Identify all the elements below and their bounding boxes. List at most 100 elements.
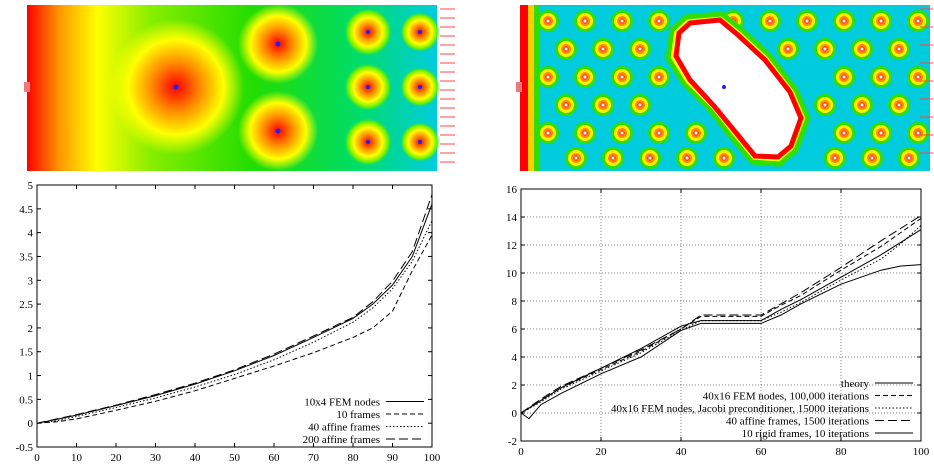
y-tick-label: -0.5 [16,442,34,454]
hotspot [833,66,855,88]
hotspot [602,147,624,169]
y-tick-label: 1.5 [19,347,33,359]
y-tick-label: 2 [28,323,34,335]
hotspot [648,66,670,88]
hotspot [907,122,929,144]
hotspot [796,10,818,32]
x-tick-label: 20 [596,446,608,458]
hotspot [824,147,846,169]
left-anchor-marker [24,82,30,92]
hotspot [611,10,633,32]
hotspot [777,38,799,60]
x-tick-label: 60 [756,446,768,458]
y-tick-label: -2 [508,436,517,448]
hotspot [685,122,707,144]
x-tick-label: 50 [229,452,241,464]
heatmap-left [24,4,455,171]
hotspot [814,38,836,60]
series-line [36,203,433,424]
series-line [520,217,922,414]
x-tick-label: 80 [348,452,360,464]
x-tick-label: 20 [111,452,123,464]
y-tick-label: 0.5 [19,394,33,406]
y-tick-label: 1 [28,371,34,383]
hotspot [537,10,559,32]
x-tick-label: 10 [71,452,83,464]
hotspot [833,122,855,144]
series-line [36,234,433,424]
x-tick-label: 100 [913,446,930,458]
chart-left: 0 10 20 30 40 50 60 70 80 90 100-0.500.511.522.533… [16,180,441,464]
y-tick-label: 8 [512,296,518,308]
hotspot [648,122,670,144]
legend-label: 10 frames [336,409,380,421]
hotspot [907,10,929,32]
hotspot [861,147,883,169]
hotspot [870,10,892,32]
hotspot [629,94,651,116]
hotspot-grid [537,10,929,169]
x-tick-label: 90 [387,452,399,464]
hotspot [574,10,596,32]
hotspot [592,94,614,116]
series-line [520,264,922,420]
hotspot [870,66,892,88]
y-tick-label: 14 [506,212,518,224]
x-tick-label: 0 [518,446,524,458]
x-tick-label: 60 [269,452,281,464]
x-tick-label: 100 [424,452,441,464]
heatmap-right [516,5,933,171]
hotspot [629,38,651,60]
y-tick-label: 2.5 [19,299,33,311]
hotspot [639,147,661,169]
y-tick-label: 2 [512,380,518,392]
hotspot [888,94,910,116]
plot-frame [520,188,922,442]
hotspot [814,94,836,116]
series-line [520,215,922,414]
hotspot [574,122,596,144]
hole [673,17,804,160]
series-line [520,225,922,414]
legend-label: 200 affine frames [303,434,380,446]
hotspot [648,10,670,32]
hotspot [565,147,587,169]
x-tick-label: 40 [190,452,202,464]
y-tick-label: 16 [506,184,518,196]
hotspot [611,66,633,88]
series-line [36,220,433,424]
hotspot [759,10,781,32]
legend-label: 10x4 FEM nodes [304,397,380,409]
right-force-arrows-2 [920,8,933,154]
y-tick-label: 4 [28,228,34,240]
x-tick-label: 30 [150,452,162,464]
x-tick-label: 0 [34,452,40,464]
legend-label: 10 rigid frames, 10 iterations [742,428,869,440]
series-line [36,194,433,424]
hotspot [833,10,855,32]
hotspot [555,94,577,116]
hotspot [611,122,633,144]
hotspot [898,147,920,169]
y-tick-label: 4.5 [19,204,33,216]
hotspot [537,66,559,88]
y-tick-label: 12 [506,240,517,252]
hotspot [574,66,596,88]
y-tick-label: 3.5 [19,251,33,263]
y-tick-label: 3 [28,275,34,287]
legend-label: 40 affine frames [308,422,380,434]
right-force-arrows [440,8,455,163]
hotspot [713,147,735,169]
y-tick-label: 10 [506,268,518,280]
x-tick-label: 70 [308,452,320,464]
hotspot [851,38,873,60]
legend-label: theory [841,378,870,390]
hotspot [888,38,910,60]
hotspot [851,94,873,116]
hotspot [592,38,614,60]
y-tick-label: 4 [512,352,518,364]
y-tick-label: 6 [512,324,518,336]
hotspot [537,122,559,144]
